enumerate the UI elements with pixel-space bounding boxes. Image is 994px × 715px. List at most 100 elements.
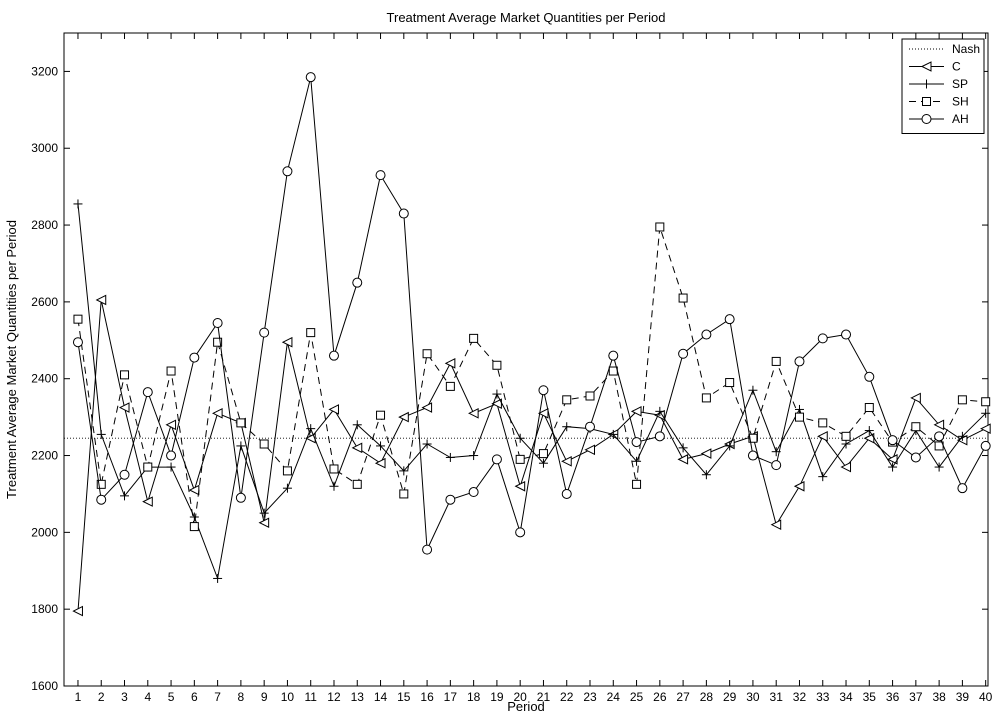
data-point-ah [910, 452, 921, 463]
x-tick-label: 27 [676, 690, 690, 704]
x-tick-label: 34 [839, 690, 853, 704]
data-point-sp [794, 404, 804, 414]
y-tick-label: 2000 [31, 525, 58, 539]
x-tick-label: 33 [816, 690, 830, 704]
series-layer [64, 72, 991, 617]
data-point-ah [422, 544, 433, 555]
data-point-sp [818, 472, 828, 482]
data-point-c [95, 294, 107, 306]
data-point-ah [794, 356, 805, 367]
data-point-ah [72, 337, 83, 348]
data-point-sh [96, 479, 106, 489]
x-tick-label: 14 [374, 690, 388, 704]
data-point-sh [213, 337, 223, 347]
data-point-c [444, 358, 456, 369]
y-tick-label: 1800 [31, 602, 58, 616]
data-point-ah [189, 352, 200, 363]
x-tick-label: 1 [75, 690, 82, 704]
data-point-ah [747, 450, 758, 461]
data-point-sp [538, 458, 548, 468]
x-tick-label: 4 [144, 690, 151, 704]
data-point-sp [352, 420, 362, 430]
data-point-sh [445, 381, 455, 391]
data-point-c [910, 392, 921, 404]
data-point-sh [678, 293, 688, 303]
data-point-sp [632, 456, 642, 466]
data-point-ah [538, 385, 549, 396]
x-tick-label: 10 [281, 690, 295, 704]
data-point-ah [724, 314, 735, 325]
data-point-ah [608, 350, 619, 361]
data-point-sh [492, 360, 502, 370]
x-tick-label: 2 [98, 690, 105, 704]
series-line-ah [77, 77, 987, 552]
x-tick-label: 35 [863, 690, 877, 704]
data-point-c [980, 423, 991, 434]
x-tick-label: 18 [467, 690, 481, 704]
x-tick-label: 21 [537, 690, 551, 704]
data-point-c [840, 461, 852, 473]
legend-marker-sp [922, 79, 931, 89]
data-point-c [700, 448, 712, 459]
data-point-sh [911, 422, 921, 432]
data-point-c [584, 444, 596, 456]
data-point-sp [236, 441, 246, 451]
series-sh [73, 222, 991, 532]
data-point-c [468, 407, 479, 419]
data-point-sh [259, 439, 269, 449]
data-point-sp [259, 508, 269, 518]
data-point-sp [469, 451, 479, 461]
data-point-sp [841, 439, 851, 449]
data-point-c [118, 402, 130, 413]
data-point-sp [166, 462, 176, 472]
data-point-ah [352, 277, 363, 288]
data-point-ah [515, 527, 526, 538]
x-tick-label: 39 [956, 690, 970, 704]
data-point-sp [399, 466, 409, 476]
data-point-sh [981, 397, 991, 407]
data-point-ah [631, 437, 642, 448]
x-tick-label: 31 [770, 690, 784, 704]
data-point-sp [981, 408, 991, 418]
data-point-sp [73, 199, 83, 209]
data-point-ah [654, 431, 665, 442]
data-point-c [188, 484, 200, 496]
data-point-sh [143, 462, 153, 472]
legend-label-ah: AH [952, 112, 969, 126]
data-point-sp [515, 433, 525, 443]
x-axis: 1 2 3 4 5 6 7 8 9 10 11 12 13 14 15 16 17 18 19 20 21 22 23 24 2… [75, 33, 993, 704]
data-point-sh [538, 449, 548, 459]
series-ah [72, 72, 991, 555]
data-point-c [165, 419, 177, 431]
x-tick-label: 8 [238, 690, 245, 704]
data-point-sh [236, 418, 246, 428]
y-tick-label: 1600 [31, 679, 58, 693]
data-point-sp [306, 424, 316, 434]
data-point-sp [189, 512, 199, 522]
y-axis-title: Treatment Average Market Quantities per … [4, 220, 19, 499]
y-axis: 1600 1800 2000 2200 2400 2600 2800 3000 3200 [31, 64, 988, 693]
data-point-sp [376, 441, 386, 451]
data-point-sh [725, 378, 735, 388]
data-point-sp [655, 406, 665, 416]
data-point-ah [398, 208, 409, 219]
x-tick-label: 11 [304, 690, 317, 704]
data-point-sh [655, 222, 665, 232]
x-tick-label: 25 [630, 690, 644, 704]
data-point-ah [585, 421, 596, 432]
x-tick-label: 7 [214, 690, 221, 704]
data-point-ah [841, 329, 852, 340]
data-point-sp [120, 491, 130, 501]
data-point-sh [841, 431, 851, 441]
legend-label-sh: SH [952, 95, 969, 109]
data-point-ah [678, 348, 689, 359]
x-tick-label: 9 [261, 690, 268, 704]
y-tick-label: 3000 [31, 141, 58, 155]
data-point-sp [888, 462, 898, 472]
data-point-ah [259, 327, 270, 338]
y-tick-label: 2800 [31, 218, 58, 232]
data-point-sh [282, 466, 292, 476]
data-point-sh [748, 433, 758, 443]
